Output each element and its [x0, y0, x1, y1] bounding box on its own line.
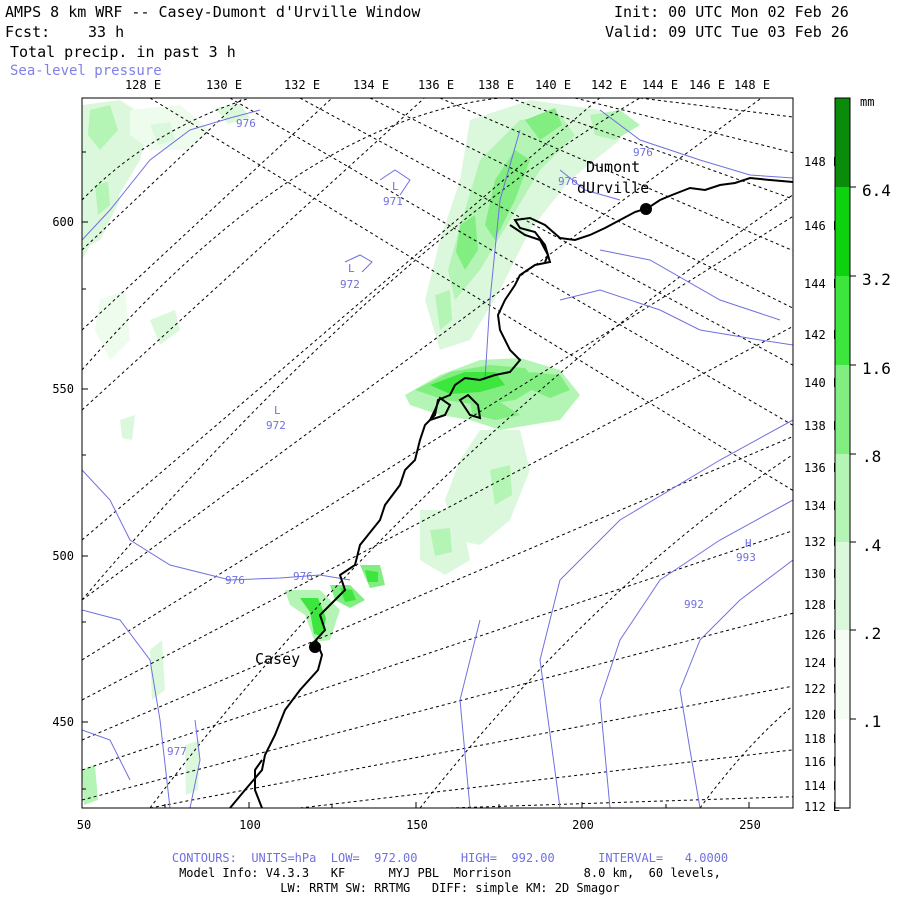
left-axis-tick: 500: [52, 549, 74, 563]
top-longitude-label: 144 E: [642, 78, 678, 92]
pressure-label: 972: [340, 278, 360, 291]
top-longitude-label: 134 E: [353, 78, 389, 92]
top-longitude-label: 146 E: [689, 78, 725, 92]
precip-shading: [82, 100, 640, 805]
top-longitude-label: 128 E: [125, 78, 161, 92]
pressure-label: 976: [236, 117, 256, 130]
colorbar-level: 6.4: [862, 181, 891, 200]
colorbar-level: 3.2: [862, 270, 891, 289]
colorbar-level: .1: [862, 712, 881, 731]
pressure-label: 976: [225, 574, 245, 587]
right-longitude-label: 116 E: [804, 755, 840, 769]
bottom-axis-tick: 150: [406, 818, 428, 832]
colorbar-level: .4: [862, 536, 881, 555]
pressure-label: 976: [293, 570, 313, 583]
field-name: Total precip. in past 3 h: [10, 43, 236, 61]
top-longitude-label: 142 E: [591, 78, 627, 92]
bottom-axis-tick: 50: [77, 818, 91, 832]
bottom-axis-tick: 250: [739, 818, 761, 832]
left-axis-tick: 550: [52, 382, 74, 396]
top-longitude-label: 136 E: [418, 78, 454, 92]
pressure-label: L: [392, 180, 399, 193]
right-longitude-label: 118 E: [804, 732, 840, 746]
pressure-label: L: [348, 262, 355, 275]
colorbar-level: 1.6: [862, 359, 891, 378]
colorbar-unit: mm: [860, 95, 874, 109]
pressure-label: H: [745, 537, 752, 550]
casey-label: Casey: [255, 650, 300, 668]
right-longitude-label: 130 E: [804, 567, 840, 581]
map-area: [82, 98, 793, 808]
contours-info: CONTOURS: UNITS=hPa LOW= 972.00 HIGH= 99…: [171, 851, 729, 865]
dumont-station-marker: [640, 203, 652, 215]
pressure-label: L: [274, 404, 281, 417]
bottom-axis-tick: 100: [239, 818, 261, 832]
top-longitude-label: 132 E: [284, 78, 320, 92]
casey-station-marker: [309, 641, 321, 653]
dumont-label-line1: Dumont: [586, 158, 640, 176]
model-info: Model Info: V4.3.3 KF MYJ PBL Morrison 8…: [179, 866, 721, 880]
right-longitude-label: 132 E: [804, 535, 840, 549]
top-longitude-label: 138 E: [478, 78, 514, 92]
forecast-hours: 33 h: [88, 23, 125, 41]
pressure-label: 992: [684, 598, 704, 611]
pressure-label: 977: [167, 745, 187, 758]
pressure-label: 993: [736, 551, 756, 564]
valid-time: Valid: 09 UTC Tue 03 Feb 26: [605, 23, 849, 41]
top-longitude-label: 148 E: [734, 78, 770, 92]
right-longitude-label: 124 E: [804, 656, 840, 670]
right-longitude-label: 138 E: [804, 419, 840, 433]
pressure-label: 976: [558, 175, 578, 188]
colorbar-level: .8: [862, 447, 881, 466]
top-longitude-label: 140 E: [535, 78, 571, 92]
dumont-label-line2: dUrville: [577, 179, 649, 197]
overlay-name: Sea-level pressure: [10, 63, 162, 79]
right-longitude-label: 144 E: [804, 277, 840, 291]
colorbar-level: .2: [862, 624, 881, 643]
pressure-contours: [82, 109, 793, 808]
physics-info: LW: RRTM SW: RRTMG DIFF: simple KM: 2D S…: [280, 881, 620, 895]
right-longitude-label: 140 E: [804, 376, 840, 390]
right-longitude-label: 122 E: [804, 682, 840, 696]
right-longitude-label: 134 E: [804, 499, 840, 513]
pressure-label: 976: [633, 146, 653, 159]
right-longitude-label: 128 E: [804, 598, 840, 612]
right-longitude-label: 126 E: [804, 628, 840, 642]
left-axis-tick: 450: [52, 715, 74, 729]
init-time: Init: 00 UTC Mon 02 Feb 26: [614, 3, 849, 21]
left-axis-tick: 600: [52, 215, 74, 229]
right-longitude-label: 112 E: [804, 800, 840, 814]
bottom-axis-tick: 200: [572, 818, 594, 832]
forecast-label: Fcst:: [5, 23, 51, 41]
right-longitude-label: 136 E: [804, 461, 840, 475]
coastline: [229, 176, 793, 808]
pressure-label: 971: [383, 195, 403, 208]
pressure-label-group: 976 L 971 L 972 L 972 976 976 976 976 H …: [167, 117, 756, 758]
map-title: AMPS 8 km WRF -- Casey-Dumont d'Urville …: [5, 3, 421, 21]
right-longitude-label: 120 E: [804, 708, 840, 722]
right-longitude-label: 114 E: [804, 779, 840, 793]
right-longitude-label: 148 E: [804, 155, 840, 169]
pressure-label: 972: [266, 419, 286, 432]
right-longitude-label: 146 E: [804, 219, 840, 233]
right-longitude-label: 142 E: [804, 328, 840, 342]
colorbar: [834, 97, 856, 809]
graticule: [82, 98, 793, 808]
top-longitude-label: 130 E: [206, 78, 242, 92]
